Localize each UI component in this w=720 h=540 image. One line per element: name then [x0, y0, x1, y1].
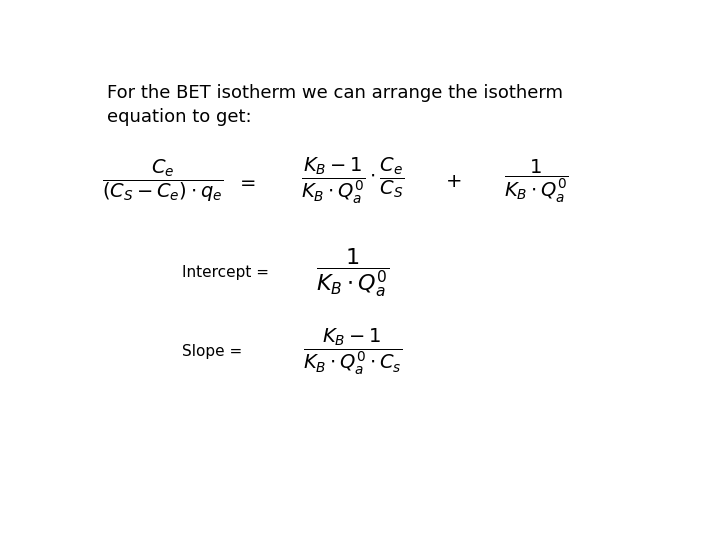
Text: For the BET isotherm we can arrange the isotherm: For the BET isotherm we can arrange the …: [107, 84, 563, 102]
Text: Intercept =: Intercept =: [182, 265, 269, 280]
Text: Slope =: Slope =: [182, 344, 243, 359]
Text: $\dfrac{K_B - 1}{K_B \cdot Q_a^0 \cdot C_s}$: $\dfrac{K_B - 1}{K_B \cdot Q_a^0 \cdot C…: [302, 327, 402, 377]
Text: $\dfrac{1}{K_B \cdot Q_a^0}$: $\dfrac{1}{K_B \cdot Q_a^0}$: [504, 158, 569, 205]
Text: $\dfrac{C_e}{(C_S - C_e) \cdot q_e}$: $\dfrac{C_e}{(C_S - C_e) \cdot q_e}$: [102, 158, 223, 205]
Text: $+$: $+$: [444, 172, 461, 191]
Text: equation to get:: equation to get:: [107, 109, 251, 126]
Text: $=$: $=$: [236, 172, 256, 191]
Text: $\dfrac{K_B - 1}{K_B \cdot Q_a^0} \cdot \dfrac{C_e}{C_S}$: $\dfrac{K_B - 1}{K_B \cdot Q_a^0} \cdot …: [300, 156, 404, 206]
Text: $\dfrac{1}{K_B \cdot Q_a^0}$: $\dfrac{1}{K_B \cdot Q_a^0}$: [315, 246, 389, 299]
